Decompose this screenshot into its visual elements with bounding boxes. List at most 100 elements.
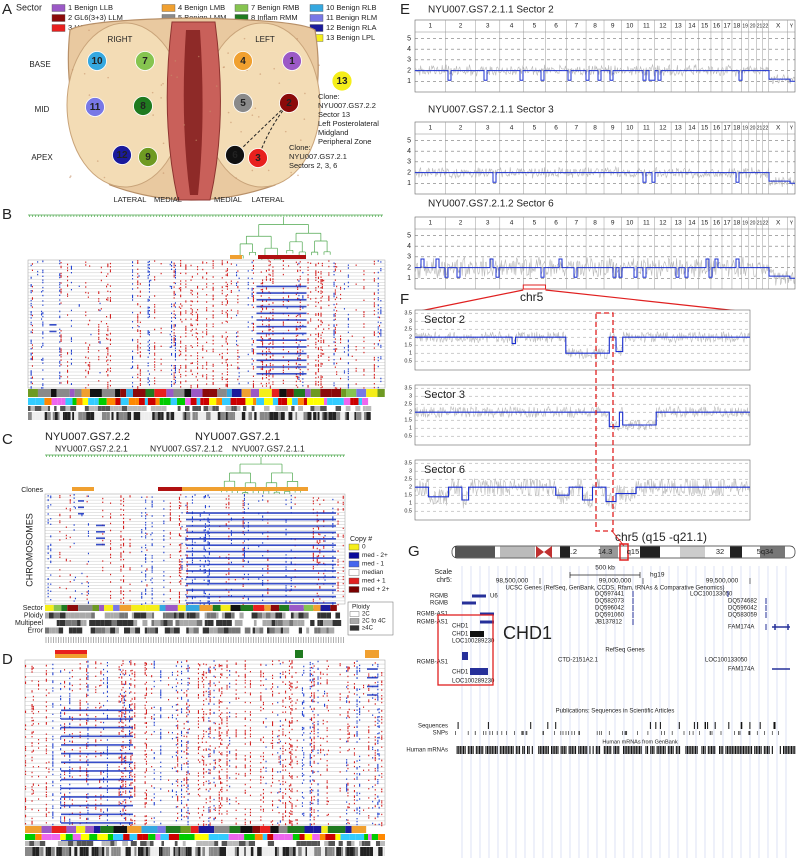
tissue-dot bbox=[259, 73, 262, 75]
track-cell bbox=[57, 412, 60, 420]
gene-body bbox=[472, 594, 486, 598]
track-cell bbox=[101, 389, 116, 397]
track-cell bbox=[360, 406, 363, 411]
track-cell bbox=[326, 612, 332, 619]
track-cell bbox=[256, 620, 263, 626]
tissue-dot bbox=[197, 55, 200, 58]
track-cell bbox=[101, 841, 106, 846]
track-cell bbox=[178, 612, 185, 619]
track-cell bbox=[303, 412, 306, 420]
track-cell bbox=[208, 412, 211, 420]
chrom-label: 20 bbox=[750, 125, 756, 131]
tissue-dot bbox=[71, 68, 74, 71]
track-cell bbox=[56, 389, 70, 397]
track-cell bbox=[244, 627, 251, 634]
track-cell bbox=[235, 627, 241, 634]
track-cell bbox=[173, 612, 177, 619]
track-cell bbox=[227, 412, 230, 420]
track-cell bbox=[287, 398, 293, 405]
track-cell bbox=[208, 406, 213, 411]
track-cell bbox=[50, 412, 53, 420]
track-cell bbox=[324, 841, 329, 846]
track-cell bbox=[150, 406, 156, 411]
level-label: BASE bbox=[29, 60, 50, 69]
tree-lines bbox=[28, 214, 383, 262]
track-cell bbox=[145, 605, 160, 611]
gene-label: CHD1 bbox=[452, 632, 469, 638]
chrom-label: 17 bbox=[723, 125, 731, 132]
legend-label: med - 1 bbox=[362, 561, 384, 568]
chrom-label: 4 bbox=[510, 23, 514, 30]
chrom-label: 20 bbox=[750, 220, 756, 226]
track-cell bbox=[186, 627, 189, 634]
track-cell bbox=[239, 612, 244, 619]
track-cell bbox=[287, 826, 305, 833]
legend-swatch bbox=[348, 577, 360, 585]
track-cell bbox=[317, 841, 321, 846]
track-cell bbox=[127, 826, 142, 833]
tissue-dot bbox=[83, 72, 86, 75]
track-cell bbox=[63, 841, 69, 846]
track-cell bbox=[289, 847, 293, 856]
clone-note: NYU007.GS7.2.1 bbox=[289, 152, 347, 161]
track-cell bbox=[306, 627, 310, 634]
track-cell bbox=[224, 612, 232, 619]
y-tick-label: 2 bbox=[407, 264, 411, 271]
track-cell bbox=[138, 398, 145, 405]
track-cell bbox=[61, 847, 66, 856]
track-cell bbox=[210, 412, 214, 420]
gene-label: DQ582073 bbox=[595, 599, 625, 605]
centromere bbox=[536, 546, 552, 558]
legend-label: 10 Benign RLB bbox=[326, 3, 376, 12]
track-cell bbox=[245, 847, 249, 856]
track-cell bbox=[92, 605, 100, 611]
y-tick-label: 0.5 bbox=[404, 434, 412, 440]
tissue-dot bbox=[273, 67, 275, 70]
ideogram-band bbox=[680, 546, 705, 558]
track-cell bbox=[199, 605, 213, 611]
track-cell bbox=[120, 389, 127, 397]
track-cell bbox=[262, 412, 265, 420]
track-cell bbox=[306, 847, 309, 856]
track-cell bbox=[67, 412, 71, 420]
track-cell bbox=[317, 412, 320, 420]
legend-label: 2C to 4C bbox=[362, 619, 386, 625]
track-cell bbox=[300, 841, 307, 846]
plot-title: Sector 6 bbox=[424, 464, 465, 476]
track-cell bbox=[297, 398, 304, 405]
track-cell bbox=[328, 841, 336, 846]
legend-label: 2 GL6(3+3) LLM bbox=[68, 13, 123, 22]
tissue-dot bbox=[107, 76, 109, 79]
track-cell bbox=[261, 847, 265, 856]
track-cell bbox=[269, 406, 276, 411]
track-cell bbox=[82, 398, 89, 405]
track-cell bbox=[44, 412, 47, 420]
track-cell bbox=[319, 412, 322, 420]
gene-body bbox=[470, 631, 484, 637]
track-cell bbox=[82, 412, 87, 420]
track-cell bbox=[337, 627, 342, 634]
panel-label: D bbox=[2, 651, 13, 668]
track-cell bbox=[254, 406, 258, 411]
track-cell bbox=[326, 627, 329, 634]
track-cell bbox=[368, 834, 372, 840]
panel-label: C bbox=[2, 431, 13, 448]
chrom-label: 5 bbox=[533, 23, 537, 30]
track-cell bbox=[141, 826, 158, 833]
track-cell bbox=[278, 398, 282, 405]
track-cell bbox=[213, 412, 218, 420]
track-cell bbox=[303, 605, 314, 611]
track-cell bbox=[176, 612, 179, 619]
track-cell bbox=[264, 398, 273, 405]
track-cell bbox=[323, 620, 327, 626]
track-cell bbox=[61, 398, 66, 405]
gene-body bbox=[462, 601, 476, 605]
track-cell bbox=[100, 620, 105, 626]
legend-swatch bbox=[348, 569, 360, 576]
track-cell bbox=[264, 847, 269, 856]
gene-label: DQ591060 bbox=[595, 613, 625, 619]
track-cell bbox=[166, 389, 174, 397]
track-cell bbox=[304, 826, 314, 833]
legend-swatch bbox=[349, 611, 360, 617]
track-cell bbox=[364, 841, 371, 846]
